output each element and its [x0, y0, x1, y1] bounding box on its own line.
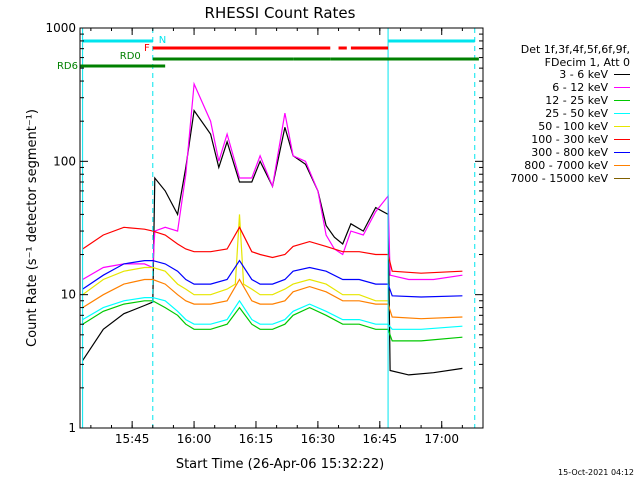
series-25-50kev [82, 297, 463, 330]
legend-label: 50 - 100 keV [538, 120, 608, 133]
legend-label: 12 - 25 keV [545, 94, 608, 107]
legend-label: 300 - 800 keV [531, 146, 608, 159]
attenuator-label: N [159, 35, 166, 46]
legend-label: 100 - 300 keV [531, 133, 608, 146]
legend-label: 7000 - 15000 keV [510, 172, 608, 185]
y-axis: 1 10 100 1000 [45, 21, 483, 435]
series-800-7000kev [82, 278, 463, 320]
series-12-25kev [82, 300, 463, 342]
legend-item-3-6-kev: 3 - 6 keV [559, 68, 630, 81]
legend-swatch [614, 87, 630, 88]
legend-item-300-800-kev: 300 - 800 keV [531, 146, 630, 159]
y-axis-label: Count Rate (s⁻¹ detector segment⁻¹) [25, 109, 40, 347]
legend-label: 25 - 50 keV [545, 107, 608, 120]
footer-timestamp: 15-Oct-2021 04:12 [558, 468, 634, 477]
legend-swatch [614, 126, 630, 127]
legend-swatch [614, 152, 630, 153]
legend-swatch [614, 74, 630, 75]
legend-label: 800 - 7000 keV [524, 159, 608, 172]
legend-item-12-25-kev: 12 - 25 keV [545, 94, 630, 107]
legend-swatch [614, 139, 630, 140]
decimation-rd0-label: RD0 [120, 51, 141, 62]
legend-swatch [614, 113, 630, 114]
chart-title: RHESSI Count Rates [205, 4, 356, 22]
x-tick-label: 16:00 [177, 432, 212, 446]
decimation-rd6-label: RD6 [57, 61, 78, 72]
y-tick-label: 10 [61, 288, 76, 302]
series-100-300kev [82, 226, 463, 274]
legend-swatch [614, 165, 630, 166]
legend-item-6-12-kev: 6 - 12 keV [552, 81, 630, 94]
x-tick-label: 15:45 [115, 432, 150, 446]
legend-header-line-1: Det 1f,3f,4f,5f,6f,9f, [520, 43, 630, 56]
x-tick-label: 17:00 [424, 432, 459, 446]
series-layer [82, 81, 463, 376]
x-tick-label: 16:45 [363, 432, 398, 446]
x-axis: 15:45 16:00 16:15 16:30 16:45 17:00 [90, 28, 484, 446]
legend-item-25-50-kev: 25 - 50 keV [545, 107, 630, 120]
legend-swatch [614, 100, 630, 101]
series-3-6kev [82, 109, 463, 376]
flare-flag-label: F [144, 43, 150, 54]
legend-label: 3 - 6 keV [559, 68, 608, 81]
y-tick-label: 1000 [45, 21, 76, 35]
legend-item-7000-15000-kev: 7000 - 15000 keV [510, 172, 630, 185]
plot-frame [79, 27, 484, 429]
x-tick-label: 16:15 [239, 432, 274, 446]
series-6-12kev [82, 81, 463, 281]
legend-item-100-300-kev: 100 - 300 keV [531, 133, 630, 146]
y-tick-label: 1 [68, 421, 76, 435]
series-300-800kev [82, 259, 463, 298]
x-axis-label: Start Time (26-Apr-06 15:32:22) [176, 457, 384, 472]
legend-item-50-100-kev: 50 - 100 keV [538, 120, 630, 133]
legend-item-800-7000-kev: 800 - 7000 keV [524, 159, 630, 172]
series-50-100kev [82, 214, 389, 302]
x-tick-label: 16:30 [301, 432, 336, 446]
legend-label: 6 - 12 keV [552, 81, 608, 94]
y-tick-label: 100 [53, 154, 76, 168]
legend-swatch [614, 178, 630, 179]
legend-header-line-2: FDecim 1, Att 0 [544, 56, 630, 69]
